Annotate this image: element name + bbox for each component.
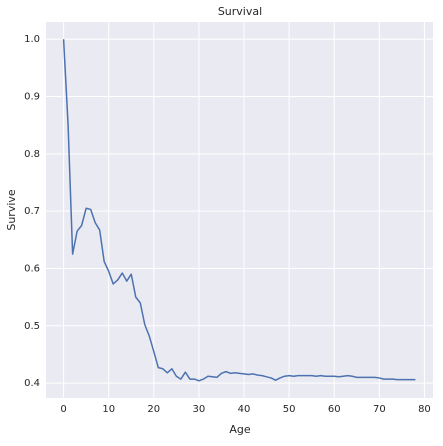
y-tick-label: 0.7	[24, 206, 40, 217]
x-tick-label: 0	[60, 404, 66, 415]
x-tick-label: 80	[418, 404, 431, 415]
y-tick-label: 0.9	[24, 92, 40, 103]
x-axis-label: Age	[229, 423, 251, 436]
x-tick-label: 20	[147, 404, 160, 415]
plot-area	[46, 22, 433, 398]
x-tick-label: 50	[283, 404, 296, 415]
x-tick-label: 60	[328, 404, 341, 415]
y-tick-label: 0.6	[24, 263, 40, 274]
line	[62, 39, 416, 382]
y-tick-label: 1.0	[24, 34, 40, 45]
chart-title: Survival	[218, 5, 262, 18]
y-tick-label: 0.8	[24, 149, 40, 160]
x-tick-label: 70	[373, 404, 386, 415]
x-tick-label: 40	[238, 404, 251, 415]
y-tick-label: 0.4	[24, 378, 40, 389]
x-tick-label: 30	[193, 404, 206, 415]
y-axis-label: Survive	[5, 189, 18, 231]
x-tick-label: 10	[102, 404, 115, 415]
y-tick-label: 0.5	[24, 321, 40, 332]
